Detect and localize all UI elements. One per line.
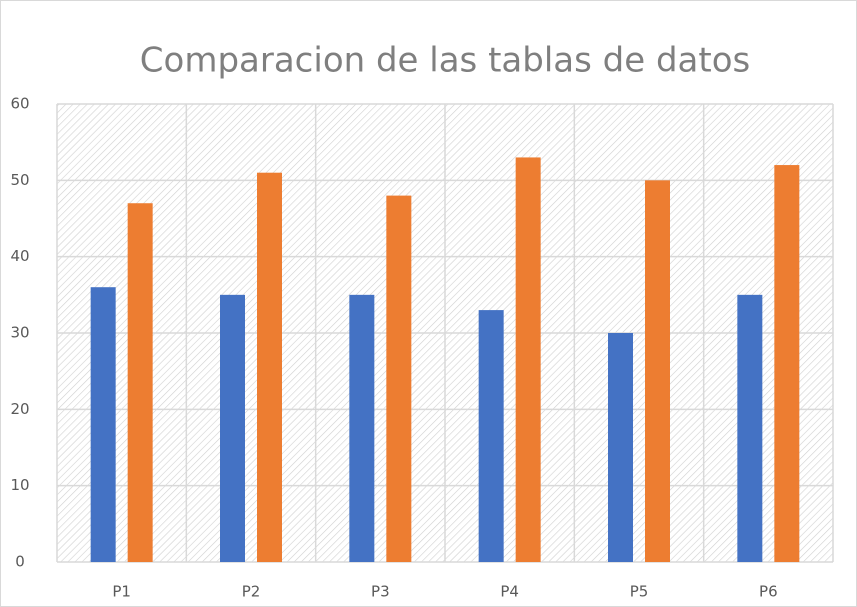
bar <box>349 294 375 562</box>
x-tick-label: P2 <box>242 583 261 601</box>
y-tick-label: 20 <box>10 400 29 418</box>
x-tick-label: P6 <box>759 583 778 601</box>
bar <box>90 287 116 562</box>
y-tick-label: 0 <box>15 553 25 571</box>
bar <box>774 165 800 563</box>
y-tick-label: 40 <box>10 247 29 265</box>
bar <box>257 172 282 562</box>
bar <box>608 333 633 562</box>
bar <box>737 294 763 562</box>
y-tick-label: 60 <box>10 95 29 113</box>
y-tick-label: 10 <box>10 476 29 494</box>
x-tick-label: P1 <box>112 583 131 601</box>
x-tick-label: P3 <box>371 583 390 601</box>
bar <box>478 310 504 562</box>
bar <box>386 195 412 562</box>
bar <box>127 203 153 562</box>
bar <box>515 157 541 562</box>
chart-title: Comparacion de las tablas de datos <box>140 41 750 81</box>
y-tick-label: 50 <box>10 171 29 189</box>
bar <box>645 180 670 563</box>
y-tick-label: 30 <box>10 324 29 342</box>
x-tick-label: P4 <box>500 583 519 601</box>
bar <box>220 294 245 562</box>
x-tick-label: P5 <box>630 583 649 601</box>
